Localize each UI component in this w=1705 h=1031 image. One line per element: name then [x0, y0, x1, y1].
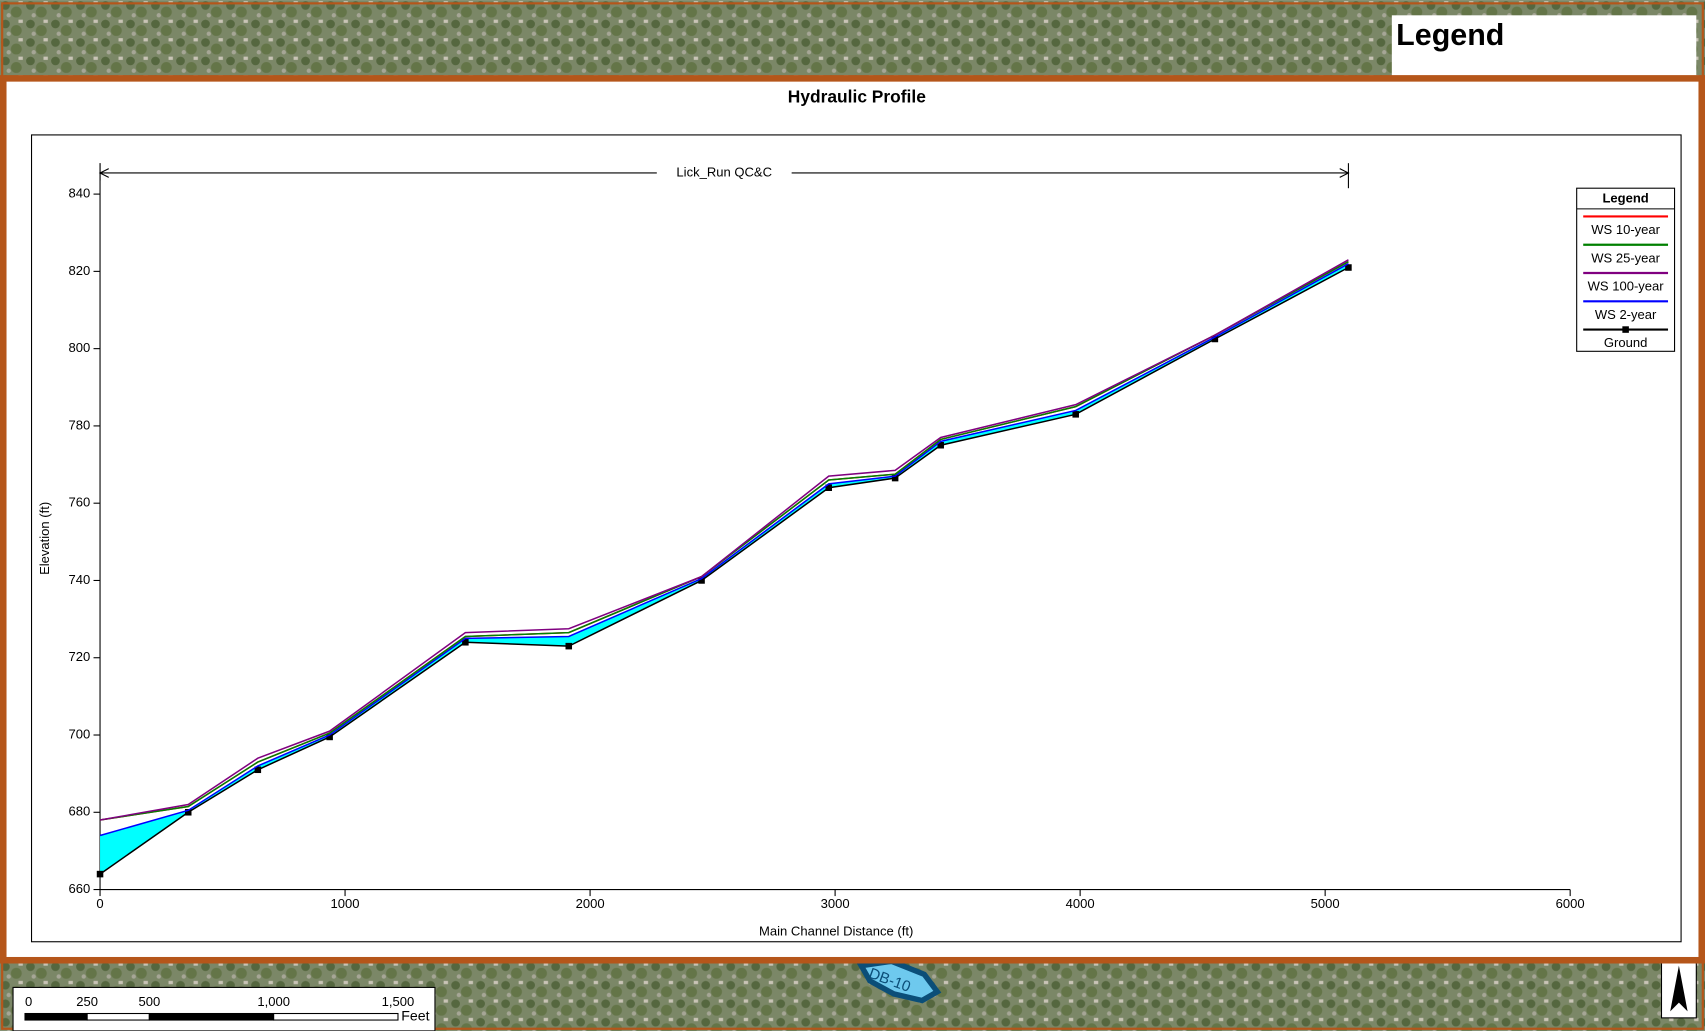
y-tick-label: 820 — [69, 263, 91, 278]
north-arrow-shape — [1670, 965, 1688, 1012]
y-tick-label: 840 — [69, 186, 91, 201]
x-tick-label: 6000 — [1556, 896, 1585, 911]
y-tick-label: 800 — [69, 340, 91, 355]
ground-marker — [1072, 411, 1079, 418]
scale-segment — [24, 1012, 88, 1021]
scale-tick-label: 500 — [138, 994, 160, 1009]
ground-marker — [891, 474, 899, 482]
scale-tick-label: 1,500 — [382, 994, 415, 1009]
x-tick-label: 0 — [96, 896, 103, 911]
x-tick-label: 3000 — [821, 896, 850, 911]
ground-marker — [698, 577, 705, 584]
scale-tick-label: 0 — [25, 994, 32, 1009]
y-tick-label: 660 — [69, 881, 91, 896]
annotation-text: Lick_Run QC&C — [676, 164, 772, 179]
x-axis-label: Main Channel Distance (ft) — [759, 923, 913, 938]
ground-marker — [565, 642, 573, 650]
y-tick-label: 720 — [69, 649, 91, 664]
y-tick-label: 740 — [69, 572, 91, 587]
ground-marker — [1345, 264, 1352, 271]
legend-title: Legend — [1602, 191, 1648, 206]
map-legend-title: Legend — [1396, 18, 1504, 52]
ground-marker — [254, 766, 262, 774]
ground-marker — [462, 639, 469, 646]
legend-label: WS 100-year — [1588, 279, 1665, 294]
legend-label: WS 10-year — [1591, 222, 1660, 237]
map-legend: Legend — [1391, 15, 1697, 79]
north-arrow — [1660, 960, 1697, 1019]
plot-frame — [30, 134, 1682, 943]
map-legend-box — [1391, 15, 1697, 79]
scale-tick-label: 250 — [76, 994, 98, 1009]
series-line — [99, 262, 1349, 837]
plot: 660 680 700 720 740 760 780 800 820 840 0 1000 2000 3… — [69, 163, 1676, 911]
ground-marker — [326, 733, 333, 741]
x-tick-label: 1000 — [331, 896, 360, 911]
x-tick-label: 5000 — [1311, 896, 1340, 911]
y-axis-label: Elevation (ft) — [37, 502, 52, 575]
legend-label: WS 2-year — [1595, 307, 1657, 322]
y-tick-label: 760 — [69, 495, 91, 510]
y-tick-label: 700 — [69, 726, 91, 741]
x-tick-label: 2000 — [576, 896, 605, 911]
series-line — [99, 259, 1349, 821]
annotation-gap — [656, 164, 792, 182]
scale-tick-label: 1,000 — [257, 994, 290, 1009]
y-tick-label: 780 — [69, 417, 91, 432]
scale-segment — [148, 1012, 275, 1021]
ground-marker — [1211, 335, 1219, 343]
scale-segment — [86, 1012, 150, 1021]
ground-marker — [184, 809, 192, 816]
ground-marker — [96, 870, 104, 878]
chart-title: Hydraulic Profile — [788, 87, 926, 107]
ground-marker — [825, 484, 832, 491]
x-tick-label: 4000 — [1066, 896, 1095, 911]
legend: Legend WS 10-year WS 25-year WS 100-year WS … — [1576, 187, 1676, 352]
legend-label: WS 25-year — [1591, 250, 1660, 265]
legend-marker — [1622, 326, 1629, 333]
scale-unit: Feet — [401, 1008, 429, 1024]
legend-label: Ground — [1604, 335, 1647, 350]
ground-marker — [937, 441, 944, 449]
scale-segment — [273, 1012, 399, 1021]
y-tick-label: 680 — [69, 804, 91, 819]
